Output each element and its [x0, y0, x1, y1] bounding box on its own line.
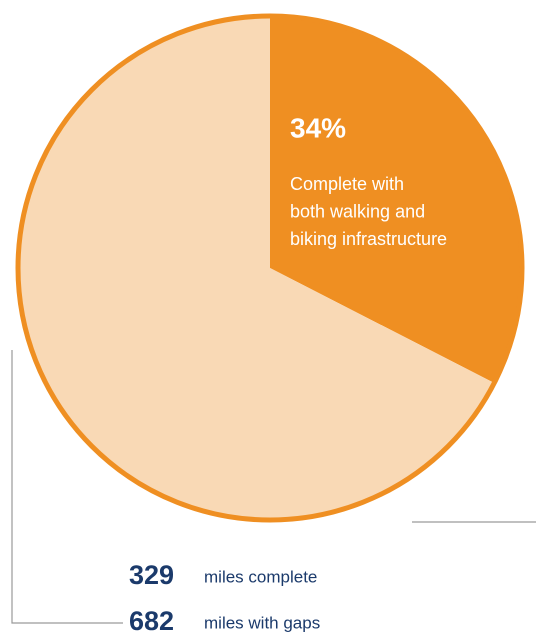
legend: 329 miles complete 682 miles with gaps: [129, 560, 320, 636]
annotation-line: Complete with: [290, 174, 404, 194]
legend-label: miles complete: [204, 567, 317, 586]
annotation-line: biking infrastructure: [290, 229, 447, 249]
legend-value: 329: [129, 560, 174, 590]
pie-slice: [18, 16, 495, 520]
annotation: Complete with both walking and biking infr…: [290, 174, 447, 249]
leader-line: [11, 350, 123, 624]
pie-slice: [270, 16, 522, 383]
annotation-line: both walking and: [290, 201, 425, 221]
pie-outline: [15, 13, 525, 523]
legend-value: 682: [129, 606, 174, 636]
pie: [15, 13, 525, 523]
annotation-title: 34%: [290, 112, 346, 143]
legend-label: miles with gaps: [204, 613, 320, 632]
